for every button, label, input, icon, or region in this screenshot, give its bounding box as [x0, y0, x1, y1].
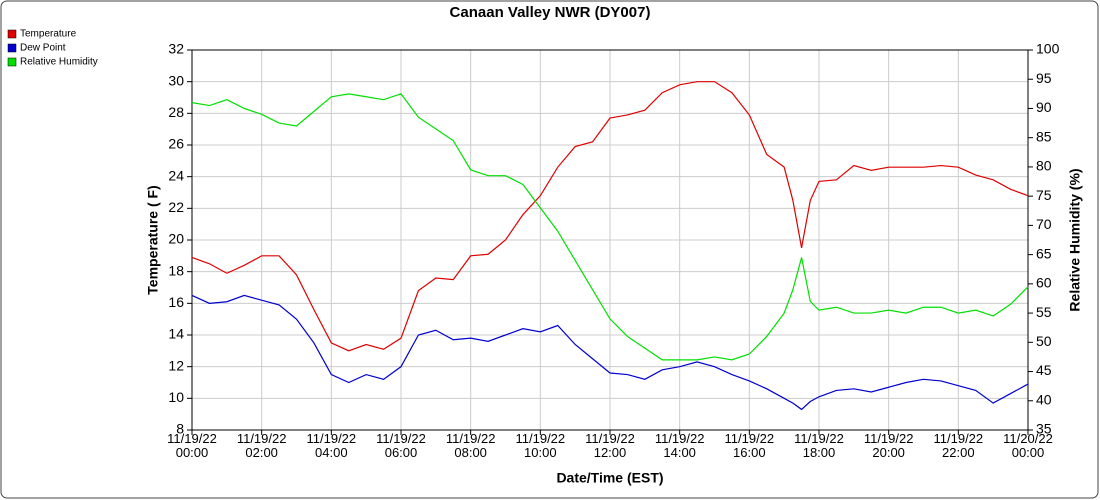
y-tick-label: 20	[168, 231, 184, 247]
y-tick-label: 22	[168, 199, 184, 215]
y-tick-label: 26	[168, 136, 184, 152]
legend-label: Relative Humidity	[20, 57, 98, 68]
y-tick-label: 16	[168, 294, 184, 310]
y2-tick-label: 75	[1036, 187, 1052, 203]
y2-tick-label: 65	[1036, 245, 1052, 261]
y-tick-label: 8	[176, 421, 184, 437]
y2-axis-label: Relative Humidity (%)	[1067, 168, 1083, 311]
legend-swatch	[7, 57, 17, 67]
y2-tick-label: 70	[1036, 216, 1052, 232]
y-tick-label: 24	[168, 167, 184, 183]
y-axis-label: Temperature ( F)	[145, 185, 161, 294]
legend-label: Dew Point	[20, 43, 66, 54]
y2-tick-label: 60	[1036, 275, 1052, 291]
y-tick-label: 30	[168, 72, 184, 88]
y-tick-label: 14	[168, 326, 184, 342]
y2-tick-label: 50	[1036, 333, 1052, 349]
y2-tick-label: 90	[1036, 99, 1052, 115]
y2-tick-label: 45	[1036, 362, 1052, 378]
y-tick-label: 18	[168, 262, 184, 278]
x-tick-label: 11/19/22 02:00	[236, 431, 287, 460]
y2-tick-label: 40	[1036, 391, 1052, 407]
x-tick-label: 11/19/22 00:00	[167, 431, 217, 460]
y2-tick-label: 100	[1036, 41, 1060, 57]
y-tick-label: 28	[168, 104, 184, 120]
y-tick-label: 12	[168, 357, 184, 373]
plot-frame	[191, 49, 1029, 431]
x-tick-label: 11/20/22 00:00	[1003, 431, 1053, 460]
y2-tick-label: 35	[1036, 421, 1052, 437]
y2-tick-label: 95	[1036, 70, 1052, 86]
y2-tick-label: 55	[1036, 304, 1052, 320]
x-tick-label: 11/19/22 22:00	[933, 431, 984, 460]
x-tick-label: 11/19/22 18:00	[794, 431, 844, 460]
x-tick-label: 11/19/22 04:00	[306, 431, 357, 460]
y2-tick-label: 85	[1036, 128, 1052, 144]
data-line	[191, 81, 1029, 352]
x-tick-label: 11/19/22 06:00	[376, 431, 426, 460]
data-line	[191, 93, 1029, 361]
legend-swatch	[7, 29, 17, 39]
chart-title: Canaan Valley NWR (DY007)	[450, 4, 651, 21]
legend-swatch	[7, 43, 17, 53]
x-tick-label: 11/19/22 14:00	[654, 431, 705, 460]
x-tick-label: 11/19/22 16:00	[724, 431, 775, 460]
x-axis-label: Date/Time (EST)	[556, 470, 663, 486]
data-line	[191, 294, 1029, 411]
x-tick-label: 11/19/22 10:00	[515, 431, 566, 460]
y-tick-label: 10	[168, 389, 184, 405]
x-tick-label: 11/19/22 20:00	[863, 431, 914, 460]
x-tick-label: 11/19/22 08:00	[445, 431, 496, 460]
y2-tick-label: 80	[1036, 158, 1052, 174]
x-tick-label: 11/19/22 12:00	[585, 431, 635, 460]
y-tick-label: 32	[168, 41, 184, 57]
legend-label: Temperature	[20, 29, 77, 40]
